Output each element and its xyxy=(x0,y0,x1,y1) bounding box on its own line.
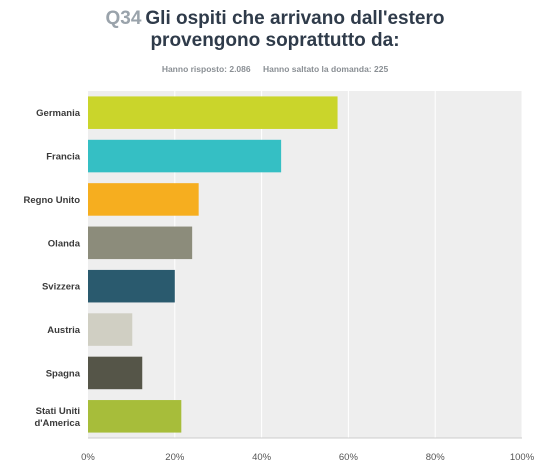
bar xyxy=(88,269,175,303)
category-label: Francia xyxy=(46,152,81,163)
category-label: Spagna xyxy=(46,368,81,379)
title-line-1: Gli ospiti che arrivano dall'estero xyxy=(145,8,445,29)
bar xyxy=(88,400,182,433)
category-label: Regno Unito xyxy=(24,195,81,206)
category-label: Austria xyxy=(47,325,80,336)
category-label: Germania xyxy=(36,108,81,119)
x-tick-label: 20% xyxy=(165,452,185,463)
response-stats: Hanno risposto: 2.086 Hanno saltato la d… xyxy=(60,64,490,74)
category-label: Stati Uniti d'America xyxy=(34,406,80,429)
answered-count: Hanno risposto: 2.086 xyxy=(161,64,251,74)
bar xyxy=(88,356,143,390)
bar xyxy=(88,226,193,260)
question-number: Q34 xyxy=(105,8,142,29)
x-tick-label: 40% xyxy=(252,452,272,463)
title-line-2: provengono soprattutto da: xyxy=(150,30,400,51)
category-label: Olanda xyxy=(48,238,81,249)
bar xyxy=(88,139,282,173)
skipped-count: Hanno saltato la domanda: 225 xyxy=(263,64,389,74)
x-tick-label: 0% xyxy=(81,452,95,463)
x-tick-label: 60% xyxy=(339,452,359,463)
bar xyxy=(88,313,133,346)
chart-title: Q34 Gli ospiti che arrivano dall'estero p… xyxy=(60,8,490,52)
x-tick-label: 80% xyxy=(426,452,446,463)
category-label: Svizzera xyxy=(42,282,81,293)
bar xyxy=(88,96,338,129)
bar xyxy=(88,183,199,216)
x-tick-label: 100% xyxy=(510,452,535,463)
